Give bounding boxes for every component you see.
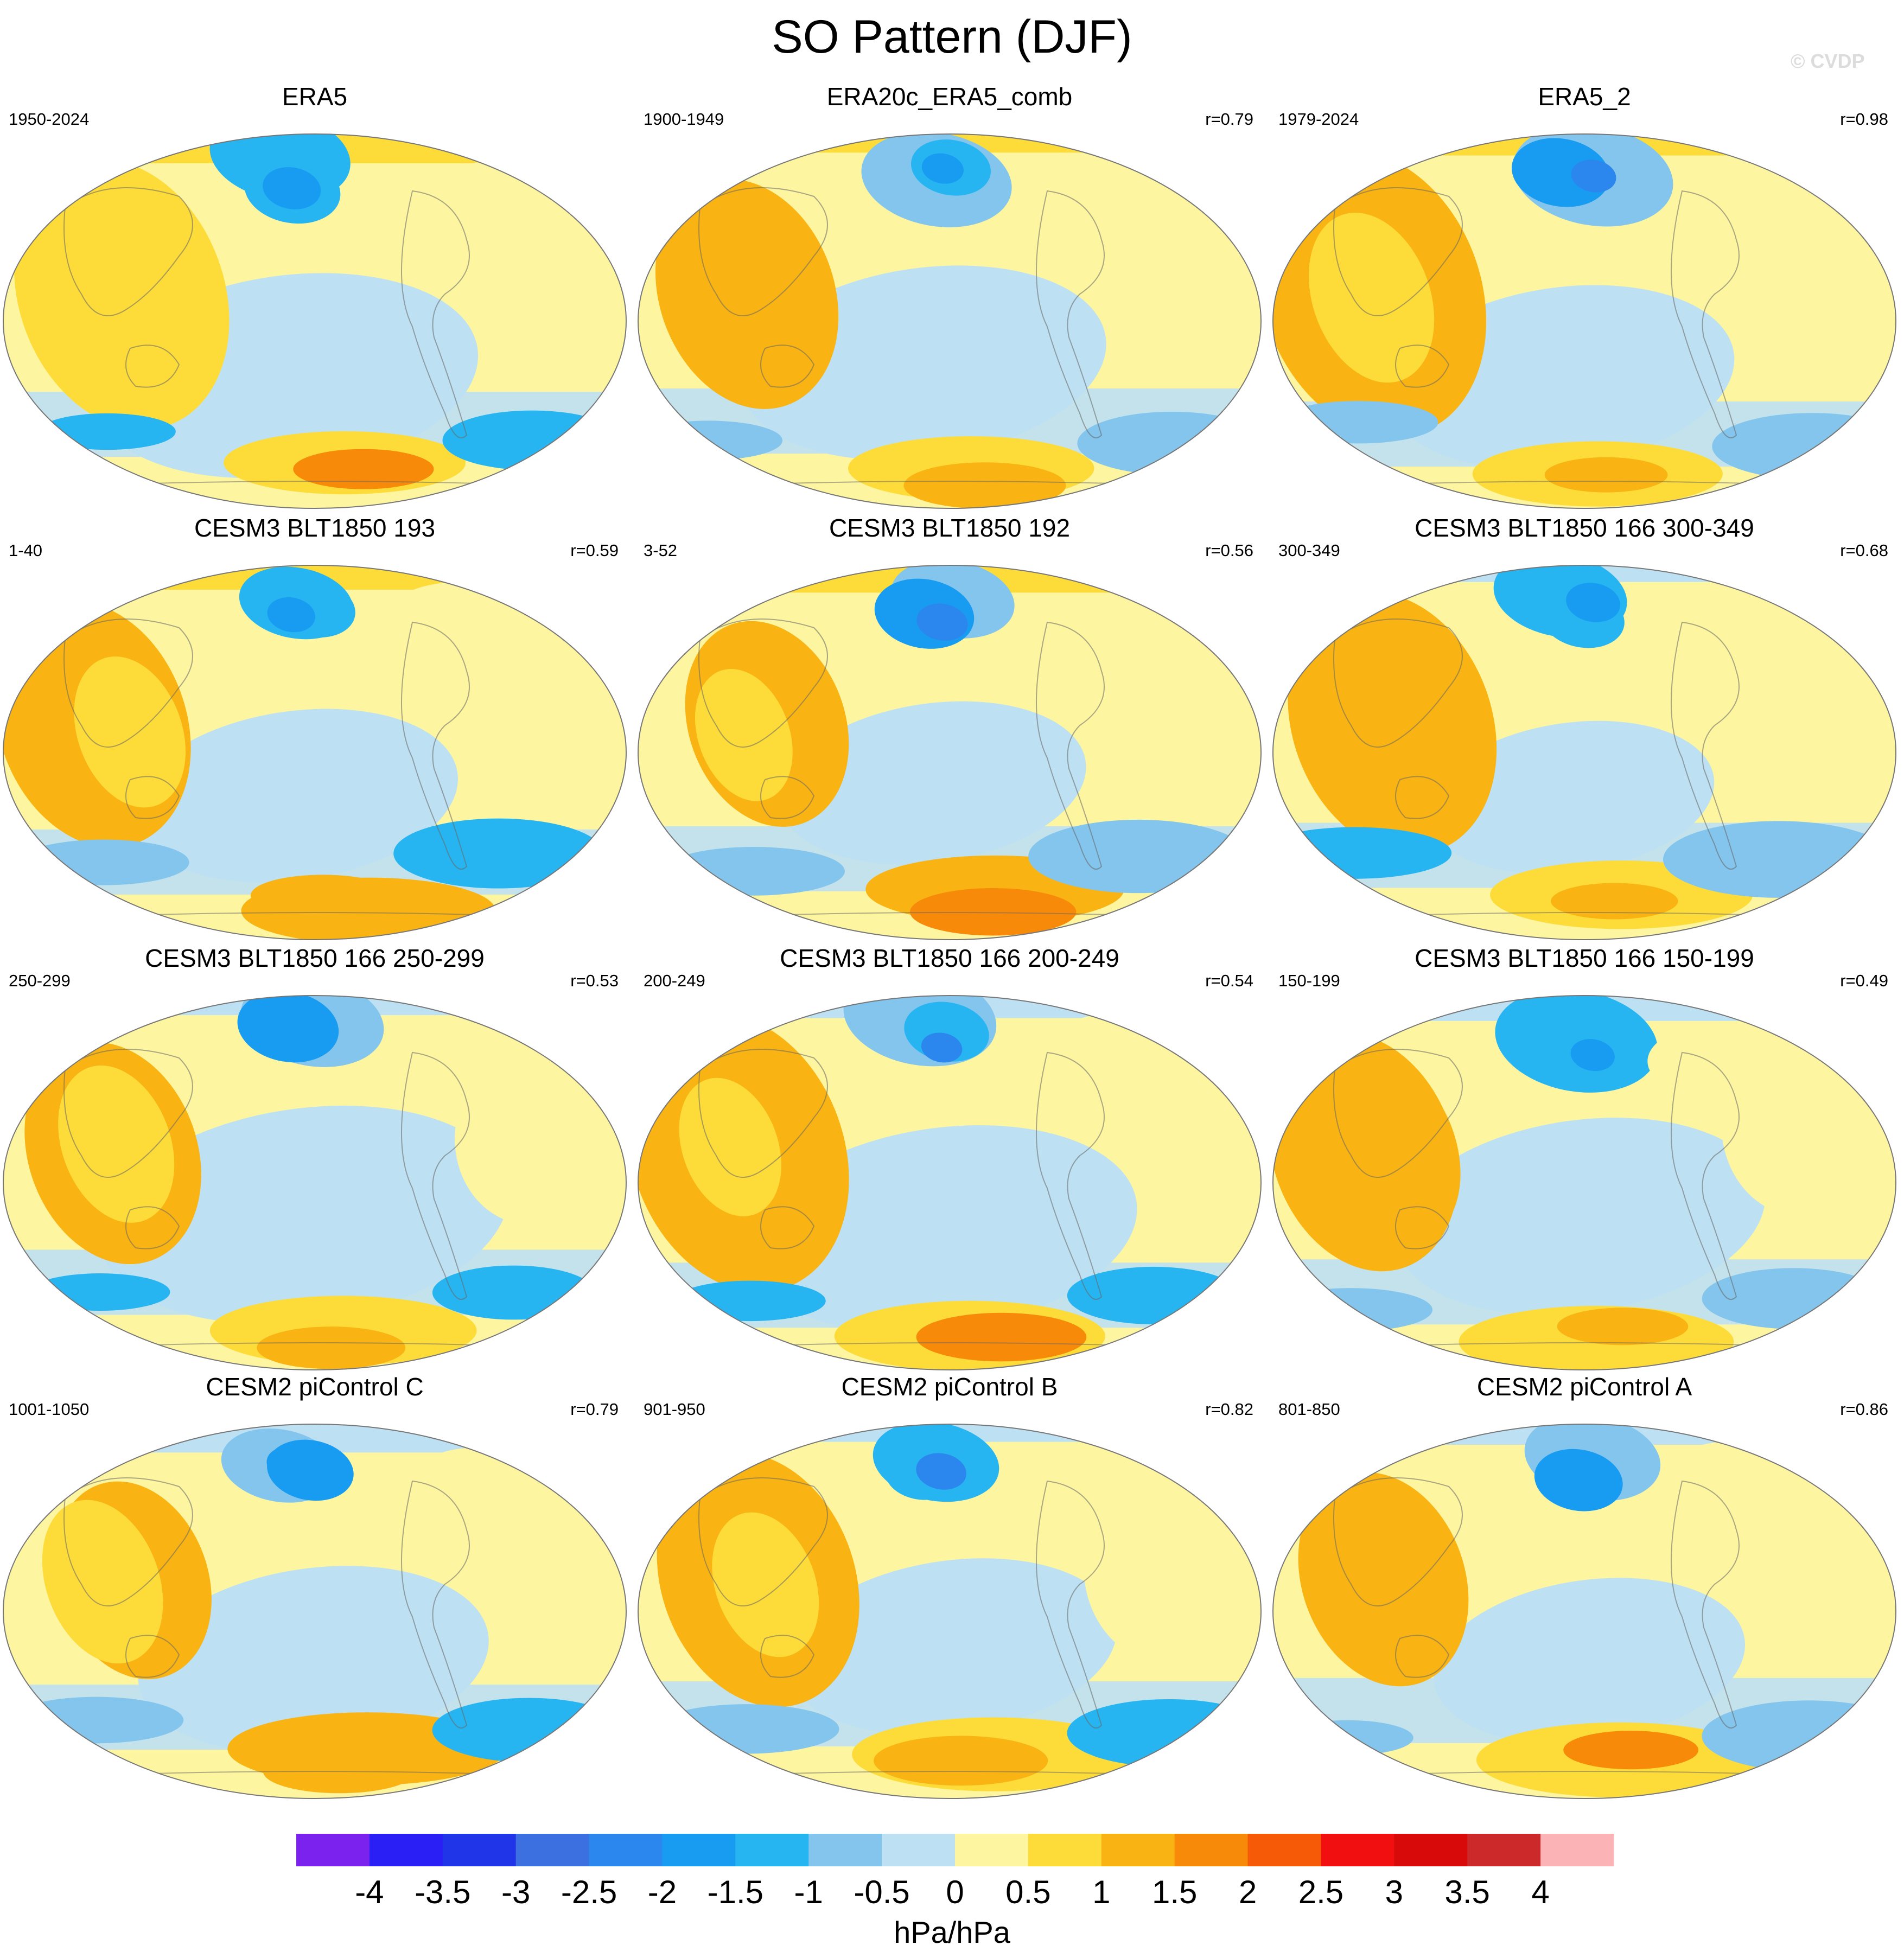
colorbar-tick-label: 1.5 (1152, 1874, 1197, 1910)
colorbar-tick-label: -0.5 (854, 1874, 909, 1910)
colorbar-swatch (882, 1834, 956, 1866)
colorbar-tick-label: -1 (794, 1874, 823, 1910)
colorbar-swatch (1540, 1834, 1614, 1866)
panel-period: 3-52 (644, 541, 678, 560)
panel-period: 200-249 (644, 971, 705, 990)
colorbar-tick-label: -1.5 (708, 1874, 763, 1910)
colorbar-swatch (515, 1834, 590, 1866)
colorbar-swatch (955, 1834, 1029, 1866)
colorbar-swatch (1028, 1834, 1102, 1866)
colorbar-swatch (808, 1834, 882, 1866)
panel-correlation: r=0.79 (1205, 110, 1253, 129)
watermark: © CVDP (1791, 50, 1865, 72)
colorbar-tick-label: -3.5 (415, 1874, 470, 1910)
map-panel: CESM2 piControl B 901-950 r=0.82 (635, 1372, 1264, 1808)
colorbar-tick-label: -2.5 (561, 1874, 617, 1910)
panel-correlation: r=0.53 (570, 971, 619, 990)
colorbar-swatch (442, 1834, 517, 1866)
colorbar-swatch (1467, 1834, 1541, 1866)
colorbar-swatch (1247, 1834, 1321, 1866)
colorbar-tick-label: 3.5 (1445, 1874, 1490, 1910)
colorbar-tick-label: -2 (648, 1874, 677, 1910)
colorbar-tick-label: 2 (1239, 1874, 1257, 1910)
colorbar-tick-label: 2.5 (1298, 1874, 1343, 1910)
panel-correlation: r=0.79 (570, 1400, 619, 1419)
panel-correlation: r=0.59 (570, 541, 619, 560)
robinson-map (638, 995, 1262, 1370)
panel-title: CESM2 piControl A (1476, 1373, 1692, 1401)
map-panel: CESM2 piControl C 1001-1050 r=0.79 (0, 1372, 629, 1808)
panel-correlation: r=0.49 (1840, 971, 1888, 990)
colorbar-swatch (296, 1834, 370, 1866)
robinson-map (1272, 565, 1896, 940)
panel-title: ERA20c_ERA5_comb (826, 82, 1073, 111)
panel-title: CESM3 BLT1850 166 200-249 (780, 944, 1119, 972)
colorbar: -4 -3.5 -3 -2.5 -2 -1.5 -1 -0.5 0 0.5 1 1.5 2 2.5 3 3.5… (296, 1834, 1614, 1910)
panel-period: 1001-1050 (9, 1400, 90, 1419)
robinson-map (1272, 995, 1896, 1370)
panel-title: CESM3 BLT1850 166 250-299 (145, 944, 485, 972)
robinson-map (1272, 133, 1896, 509)
colorbar-tick-label: -4 (355, 1874, 384, 1910)
map-panel: CESM3 BLT1850 193 1-40 r=0.59 (0, 513, 629, 949)
map-panel: ERA5_2 1979-2024 r=0.98 (1270, 81, 1899, 518)
panel-period: 250-299 (9, 971, 71, 990)
colorbar-swatch (1394, 1834, 1468, 1866)
panel-correlation: r=0.54 (1205, 971, 1253, 990)
panel-correlation: r=0.68 (1840, 541, 1888, 560)
map-panel: CESM2 piControl A 801-850 r=0.86 (1270, 1372, 1899, 1808)
panel-correlation: r=0.82 (1205, 1400, 1253, 1419)
panel-correlation: r=0.56 (1205, 541, 1253, 560)
colorbar-swatch (662, 1834, 736, 1866)
robinson-map (638, 133, 1262, 509)
map-panel: ERA5 1950-2024 (0, 81, 629, 518)
robinson-map (3, 133, 627, 509)
panel-period: 150-199 (1278, 971, 1340, 990)
colorbar-swatch (1101, 1834, 1175, 1866)
robinson-map (3, 995, 627, 1370)
colorbar-swatch (589, 1834, 663, 1866)
panel-period: 1900-1949 (644, 110, 724, 129)
robinson-map (638, 1424, 1262, 1799)
colorbar-swatch (1321, 1834, 1394, 1866)
colorbar-swatch (735, 1834, 809, 1866)
panel-period: 1-40 (9, 541, 43, 560)
colorbar-tick-label: 3 (1385, 1874, 1403, 1910)
page-title: SO Pattern (DJF) (772, 11, 1132, 63)
colorbar-units: hPa/hPa (894, 1915, 1010, 1949)
robinson-map (3, 1424, 627, 1799)
panel-title: CESM3 BLT1850 192 (829, 514, 1071, 542)
panel-title: CESM3 BLT1850 166 300-349 (1415, 514, 1754, 542)
map-panel: ERA20c_ERA5_comb 1900-1949 r=0.79 (635, 81, 1264, 518)
colorbar-tick-label: 1 (1092, 1874, 1110, 1910)
panel-title: CESM2 piControl B (841, 1373, 1058, 1401)
map-panel: CESM3 BLT1850 166 150-199 150-199 r=0.49 (1270, 943, 1899, 1380)
panel-title: ERA5_2 (1538, 82, 1631, 111)
panel-correlation: r=0.98 (1840, 110, 1888, 129)
panel-period: 901-950 (644, 1400, 705, 1419)
colorbar-tick-label: 4 (1531, 1874, 1549, 1910)
panel-period: 1950-2024 (9, 110, 90, 129)
colorbar-swatch (1174, 1834, 1249, 1866)
panel-period: 1979-2024 (1278, 110, 1359, 129)
panel-period: 300-349 (1278, 541, 1340, 560)
colorbar-tick-label: 0 (946, 1874, 964, 1910)
robinson-map (1272, 1424, 1896, 1799)
panel-title: CESM2 piControl C (206, 1373, 424, 1401)
map-panel: CESM3 BLT1850 166 250-299 250-299 r=0.53 (0, 943, 629, 1380)
colorbar-tick-label: 0.5 (1005, 1874, 1050, 1910)
robinson-map (3, 565, 627, 940)
robinson-map (638, 565, 1262, 940)
panel-title: ERA5 (282, 82, 348, 111)
map-panel: CESM3 BLT1850 166 300-349 300-349 r=0.68 (1270, 513, 1899, 949)
map-panel: CESM3 BLT1850 166 200-249 200-249 r=0.54 (635, 943, 1264, 1380)
panel-period: 801-850 (1278, 1400, 1340, 1419)
panel-correlation: r=0.86 (1840, 1400, 1888, 1419)
colorbar-swatch (369, 1834, 443, 1866)
panel-title: CESM3 BLT1850 166 150-199 (1415, 944, 1754, 972)
map-panel: CESM3 BLT1850 192 3-52 r=0.56 (635, 513, 1264, 949)
panel-title: CESM3 BLT1850 193 (194, 514, 436, 542)
colorbar-tick-label: -3 (501, 1874, 530, 1910)
